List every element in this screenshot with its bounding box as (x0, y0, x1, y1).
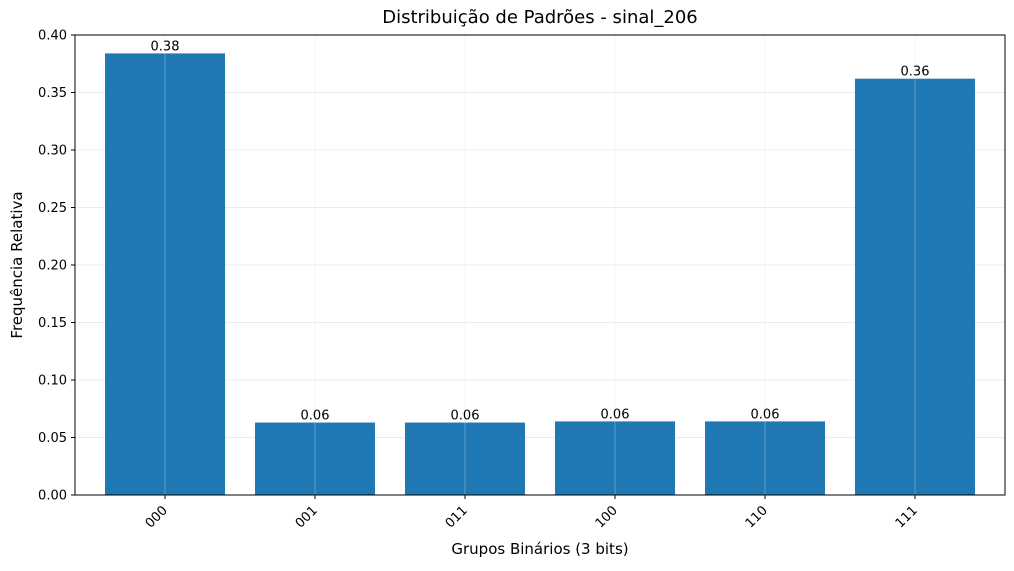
bar-110 (705, 421, 825, 495)
x-axis-title: Grupos Binários (3 bits) (451, 540, 628, 558)
data-label-011: 0.06 (451, 409, 480, 424)
data-label-100: 0.06 (601, 407, 630, 422)
x-axis-ticks: 000 001 011 100 110 111 (143, 495, 921, 531)
y-tick-label: 0.05 (38, 431, 67, 446)
bar-000 (105, 53, 225, 496)
data-label-111: 0.36 (901, 65, 930, 80)
bars (105, 53, 975, 496)
y-tick-label: 0.40 (38, 29, 67, 44)
y-tick-label: 0.30 (38, 144, 67, 159)
y-tick-label: 0.10 (38, 374, 67, 389)
y-axis-title: Frequência Relativa (8, 191, 26, 338)
grid-overlay (164, 35, 916, 495)
y-axis-ticks: 0.00 0.05 0.10 0.15 0.20 0.25 0.30 0.35 0.40 (38, 29, 75, 504)
x-tick-label: 100 (593, 503, 621, 531)
bar-001 (255, 422, 375, 495)
x-tick-label: 011 (443, 503, 471, 531)
y-tick-label: 0.25 (38, 201, 67, 216)
y-tick-label: 0.00 (38, 489, 67, 504)
chart-title: Distribuição de Padrões - sinal_206 (382, 7, 698, 28)
x-tick-label: 000 (143, 503, 171, 531)
y-tick-label: 0.20 (38, 259, 67, 274)
x-tick-label: 111 (893, 503, 921, 531)
x-tick-label: 001 (293, 503, 321, 531)
bar-111 (855, 78, 975, 495)
y-tick-label: 0.15 (38, 316, 67, 331)
bar-100 (555, 421, 675, 495)
y-tick-label: 0.35 (38, 86, 67, 101)
data-label-000: 0.38 (151, 39, 180, 54)
data-label-110: 0.06 (751, 407, 780, 422)
data-labels: 0.38 0.06 0.06 0.06 0.06 0.36 (151, 39, 930, 423)
data-label-001: 0.06 (301, 409, 330, 424)
x-tick-label: 110 (743, 503, 771, 531)
bar-011 (405, 422, 525, 495)
